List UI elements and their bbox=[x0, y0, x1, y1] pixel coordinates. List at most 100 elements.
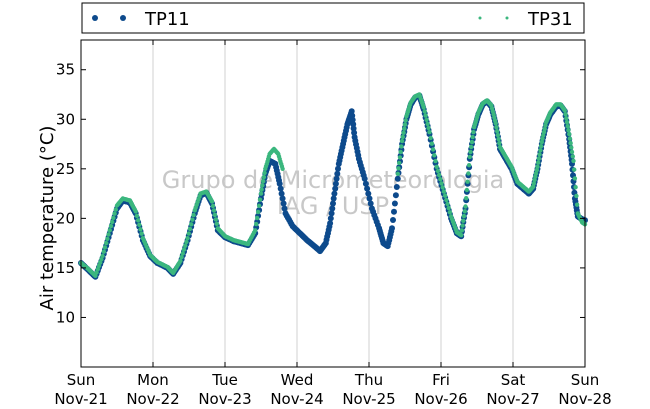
data-point bbox=[461, 213, 467, 219]
legend-marker-tp11 bbox=[92, 15, 98, 21]
data-point bbox=[254, 221, 259, 227]
data-point bbox=[565, 124, 570, 129]
data-point bbox=[394, 175, 401, 182]
data-point bbox=[493, 121, 498, 126]
data-point bbox=[255, 215, 260, 221]
data-point bbox=[469, 139, 475, 145]
data-point bbox=[389, 225, 395, 232]
data-point bbox=[423, 113, 428, 118]
data-point bbox=[430, 147, 436, 152]
data-point bbox=[133, 209, 138, 214]
data-point bbox=[277, 185, 284, 192]
x-tick-label-day: Sat bbox=[501, 371, 526, 389]
data-point bbox=[459, 228, 465, 233]
data-point bbox=[569, 149, 575, 155]
data-point bbox=[95, 267, 101, 272]
data-point bbox=[334, 170, 341, 177]
data-point bbox=[399, 144, 404, 149]
data-point bbox=[531, 181, 537, 186]
data-point bbox=[469, 144, 474, 150]
data-point bbox=[536, 160, 541, 165]
data-point bbox=[184, 239, 189, 245]
data-point bbox=[427, 130, 432, 135]
data-point bbox=[464, 196, 469, 201]
data-point bbox=[212, 212, 218, 218]
data-point bbox=[571, 158, 576, 164]
x-tick-label-day: Sun bbox=[571, 371, 600, 389]
legend-label-tp31: TP31 bbox=[527, 9, 573, 30]
data-point bbox=[392, 192, 399, 199]
data-point bbox=[572, 167, 577, 172]
data-point bbox=[256, 203, 262, 208]
data-point bbox=[350, 121, 357, 128]
y-tick-label: 10 bbox=[56, 308, 75, 326]
series-tp31 bbox=[78, 92, 588, 278]
data-point bbox=[462, 209, 467, 214]
data-point bbox=[365, 190, 372, 197]
data-point bbox=[573, 185, 578, 190]
x-tick-label-date: Nov-23 bbox=[198, 390, 251, 408]
data-point bbox=[331, 190, 338, 197]
x-tick-label-date: Nov-22 bbox=[126, 390, 179, 408]
data-point bbox=[178, 258, 183, 264]
data-point bbox=[279, 195, 286, 202]
data-point bbox=[465, 179, 470, 184]
data-point bbox=[567, 136, 573, 141]
data-point bbox=[278, 190, 285, 197]
y-axis-label: Air temperature (°C) bbox=[37, 126, 58, 311]
data-point bbox=[436, 172, 442, 178]
data-point bbox=[262, 170, 267, 176]
data-point bbox=[135, 218, 141, 223]
data-point bbox=[364, 185, 371, 192]
data-point bbox=[391, 200, 398, 207]
data-point bbox=[426, 125, 431, 131]
data-point bbox=[189, 222, 194, 227]
data-point bbox=[540, 136, 545, 141]
data-point bbox=[538, 148, 543, 153]
y-axis: 10 15 20 25 30 35 bbox=[56, 61, 585, 326]
data-point bbox=[562, 108, 567, 113]
data-point bbox=[399, 138, 405, 144]
data-point bbox=[464, 187, 470, 193]
data-point bbox=[367, 200, 374, 207]
data-point bbox=[187, 226, 193, 232]
data-point bbox=[542, 126, 547, 132]
data-point bbox=[466, 171, 471, 176]
data-point bbox=[111, 215, 116, 221]
data-point bbox=[402, 126, 407, 131]
data-point bbox=[563, 112, 568, 117]
data-point bbox=[391, 208, 397, 215]
data-point bbox=[138, 227, 143, 232]
data-point bbox=[398, 149, 403, 155]
data-point bbox=[428, 135, 433, 141]
data-point bbox=[332, 185, 339, 192]
y-tick-label: 15 bbox=[56, 259, 75, 277]
data-point bbox=[330, 195, 337, 202]
data-point bbox=[93, 273, 98, 278]
data-point bbox=[496, 136, 501, 142]
data-point bbox=[422, 109, 427, 114]
data-point bbox=[400, 134, 405, 140]
data-point bbox=[94, 270, 99, 275]
y-tick-label: 20 bbox=[56, 209, 75, 227]
x-tick-label-date: Nov-21 bbox=[54, 390, 107, 408]
data-point bbox=[446, 205, 451, 211]
legend-box bbox=[81, 2, 585, 34]
data-point bbox=[393, 184, 400, 190]
data-point bbox=[574, 202, 580, 207]
data-point bbox=[402, 122, 408, 127]
data-point bbox=[397, 160, 402, 166]
data-point bbox=[260, 183, 265, 188]
data-point bbox=[209, 199, 215, 204]
data-point bbox=[101, 249, 107, 254]
data-point bbox=[366, 195, 373, 202]
data-point bbox=[570, 154, 575, 159]
data-point bbox=[102, 245, 108, 250]
data-point bbox=[253, 228, 258, 233]
data-point bbox=[107, 228, 113, 233]
data-point bbox=[434, 164, 439, 169]
data-point bbox=[564, 120, 570, 125]
data-point bbox=[537, 152, 542, 157]
data-point bbox=[255, 209, 261, 215]
